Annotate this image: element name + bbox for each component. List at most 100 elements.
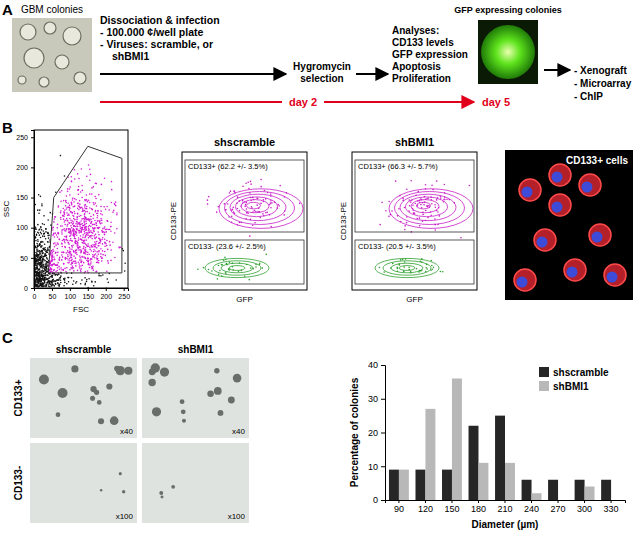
dot (67, 256, 69, 258)
dot (67, 252, 69, 254)
step-text: - Viruses: scramble, or (100, 38, 213, 50)
dot (114, 204, 116, 206)
dot (96, 271, 98, 273)
tick-mark (381, 399, 385, 400)
dot (92, 224, 94, 226)
dot (79, 230, 81, 232)
bar (415, 470, 425, 500)
colony (233, 374, 242, 383)
dot (65, 200, 67, 202)
dot (86, 234, 88, 236)
dot (85, 251, 87, 253)
dot (82, 209, 84, 211)
dot (59, 277, 61, 279)
dot (385, 210, 387, 212)
dot (66, 228, 68, 230)
dot (35, 280, 37, 282)
dot (46, 279, 48, 281)
dot (88, 219, 90, 221)
dot (93, 269, 95, 271)
dot (95, 271, 97, 273)
dot (47, 251, 49, 253)
dot (78, 223, 80, 225)
dot (37, 278, 39, 280)
dot (89, 225, 91, 227)
dot (60, 212, 62, 214)
dot (87, 246, 89, 248)
dot (82, 242, 84, 244)
dot (246, 212, 248, 214)
dot (55, 274, 57, 276)
dot (54, 264, 56, 266)
colony (207, 391, 214, 398)
dot (279, 185, 281, 187)
dot (299, 203, 301, 205)
step-text: selection (300, 73, 343, 84)
dot (104, 177, 106, 179)
dot (78, 249, 80, 251)
dot (97, 212, 99, 214)
tick-label: 150 (444, 504, 459, 514)
dot (51, 282, 53, 284)
dot (51, 255, 53, 257)
dot (225, 272, 227, 274)
dot (76, 219, 78, 221)
dot (85, 249, 87, 251)
timeline-label: day 2 (289, 96, 317, 108)
dot (63, 228, 65, 230)
output-text: - ChIP (574, 91, 603, 102)
cell (579, 174, 601, 196)
tick-label: 50 (49, 293, 57, 300)
dot (79, 257, 81, 259)
dot (86, 208, 88, 210)
dot (67, 242, 69, 244)
step-text: Hygromycin (293, 61, 351, 72)
dot (100, 239, 102, 241)
dot (66, 206, 68, 208)
arrow (100, 73, 286, 75)
dot (81, 229, 83, 231)
dot (116, 212, 118, 214)
dot (59, 191, 61, 193)
dot (84, 219, 86, 221)
gate (355, 160, 474, 232)
dot (54, 280, 56, 282)
dot (107, 249, 109, 251)
dot (413, 212, 415, 214)
dot (102, 231, 104, 233)
bar (442, 470, 452, 500)
dot (52, 275, 54, 277)
dot (76, 245, 78, 247)
legend-entry: shBMI1 (553, 381, 589, 392)
dot (54, 285, 56, 287)
bar (452, 379, 462, 501)
dot (81, 279, 83, 281)
dot (40, 281, 42, 283)
arrow (324, 101, 474, 103)
tick: 270 (551, 500, 566, 514)
dot (426, 198, 428, 200)
arrow (544, 69, 570, 71)
dot (111, 202, 113, 204)
dot (102, 243, 104, 245)
dot (52, 284, 54, 286)
dot (35, 265, 37, 267)
tick-mark (88, 288, 89, 291)
dot (70, 225, 72, 227)
dot (39, 243, 41, 245)
dot (79, 246, 81, 248)
dot (46, 284, 48, 286)
dot (73, 221, 75, 223)
nucleus (552, 172, 563, 183)
dot (270, 226, 272, 228)
dot (80, 261, 82, 263)
dot (44, 269, 46, 271)
dot (70, 176, 72, 178)
dot (36, 234, 38, 236)
dot (73, 280, 75, 282)
dot (71, 254, 73, 256)
dot (90, 261, 92, 263)
dot (112, 211, 114, 213)
dot (65, 205, 67, 207)
dot (86, 219, 88, 221)
